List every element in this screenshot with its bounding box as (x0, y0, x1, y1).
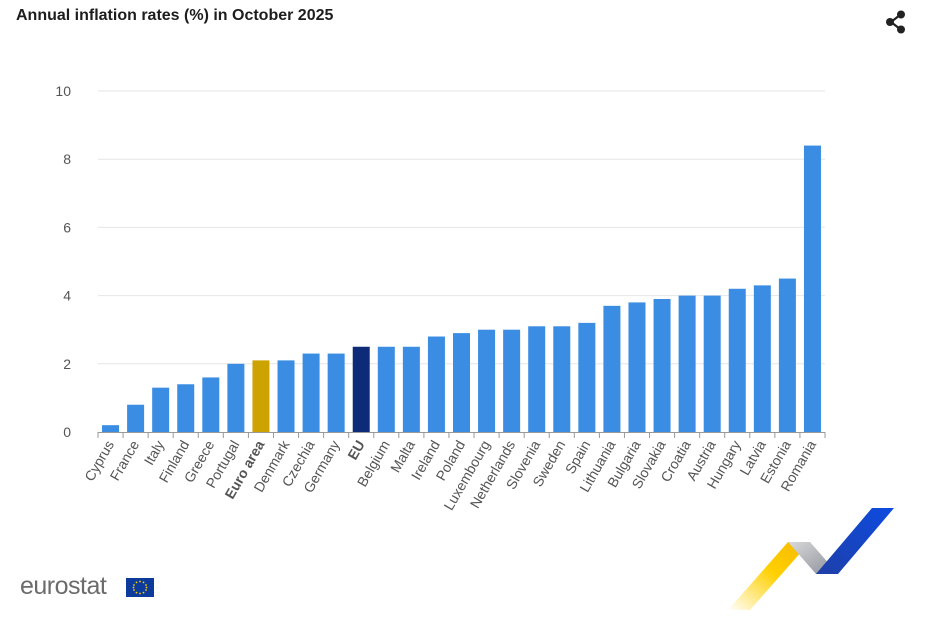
y-tick-label: 10 (55, 83, 71, 99)
bar-malta[interactable] (402, 346, 420, 432)
bar-ireland[interactable] (427, 336, 445, 432)
y-tick-label: 2 (63, 356, 71, 372)
eu-flag-icon (126, 578, 154, 597)
bar-croatia[interactable] (678, 295, 696, 432)
bar-portugal[interactable] (227, 363, 245, 432)
bar-italy[interactable] (152, 387, 170, 432)
eurostat-logo-text: eurostat (20, 572, 107, 600)
bar-romania[interactable] (803, 145, 821, 432)
y-tick-label: 4 (63, 288, 71, 304)
bar-slovakia[interactable] (653, 299, 671, 432)
bar-poland[interactable] (453, 333, 470, 432)
bar-bulgaria[interactable] (628, 302, 646, 432)
y-tick-label: 0 (63, 424, 71, 440)
bar-spain[interactable] (578, 322, 596, 432)
y-tick-label: 8 (63, 151, 71, 167)
bar-estonia[interactable] (778, 278, 796, 432)
bar-czechia[interactable] (302, 353, 320, 432)
bar-france[interactable] (127, 404, 145, 432)
bar-chart: 0246810CyprusFranceItalyFinlandGreecePor… (55, 83, 826, 513)
bar-cyprus[interactable] (102, 425, 120, 432)
y-tick-label: 6 (63, 219, 71, 235)
bar-netherlands[interactable] (503, 329, 521, 432)
bar-slovenia[interactable] (528, 326, 546, 432)
bar-eu[interactable] (352, 346, 370, 432)
eurostat-swoosh-logo (728, 506, 896, 610)
bar-belgium[interactable] (377, 346, 395, 432)
bar-denmark[interactable] (277, 360, 295, 432)
share-icon[interactable] (882, 8, 910, 36)
bar-finland[interactable] (177, 384, 195, 432)
bar-luxembourg[interactable] (478, 329, 496, 432)
bar-austria[interactable] (703, 295, 721, 432)
bar-germany[interactable] (327, 353, 345, 432)
bar-hungary[interactable] (728, 288, 746, 432)
bar-latvia[interactable] (753, 285, 771, 432)
bar-euro-area[interactable] (252, 360, 270, 432)
x-tick-label: EU (344, 438, 368, 463)
chart-title: Annual inflation rates (%) in October 20… (16, 7, 334, 24)
bar-lithuania[interactable] (603, 305, 621, 432)
bar-greece[interactable] (202, 377, 220, 432)
bar-sweden[interactable] (553, 326, 571, 432)
